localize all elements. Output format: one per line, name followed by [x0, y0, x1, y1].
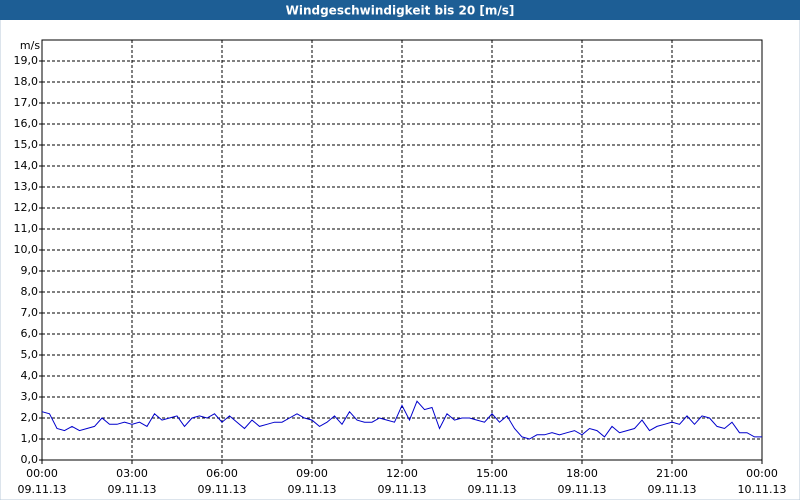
- data-line: [41, 400, 762, 440]
- x-tick-date: 09.11.13: [378, 483, 427, 496]
- y-tick-label: 11,0: [14, 222, 39, 235]
- title-bar: [0, 0, 800, 20]
- y-tick-label: 6,0: [21, 327, 39, 340]
- y-tick-label: 8,0: [21, 285, 39, 298]
- x-tick-label: 00:00: [26, 467, 58, 480]
- y-tick-label: 18,0: [14, 75, 39, 88]
- x-tick-label: 00:00: [746, 467, 778, 480]
- x-tick-label: 18:00: [566, 467, 598, 480]
- x-tick-label: 09:00: [296, 467, 328, 480]
- y-tick-label: 10,0: [14, 243, 39, 256]
- x-tick-date: 09.11.13: [108, 483, 157, 496]
- y-tick-label: 9,0: [21, 264, 39, 277]
- y-tick-label: 15,0: [14, 138, 39, 151]
- y-tick-label: 13,0: [14, 180, 39, 193]
- x-tick-date: 10.11.13: [738, 483, 787, 496]
- y-axis-unit: m/s: [20, 39, 40, 52]
- y-tick-label: 17,0: [14, 96, 39, 109]
- y-tick-label: 19,0: [14, 54, 39, 67]
- y-tick-label: 3,0: [21, 390, 39, 403]
- y-tick-label: 0,0: [21, 453, 39, 466]
- x-tick-date: 09.11.13: [648, 483, 697, 496]
- y-tick-label: 16,0: [14, 117, 39, 130]
- x-tick-label: 06:00: [206, 467, 238, 480]
- y-tick-label: 5,0: [21, 348, 39, 361]
- chart-title: Windgeschwindigkeit bis 20 [m/s]: [286, 4, 515, 18]
- y-tick-label: 4,0: [21, 369, 39, 382]
- y-tick-label: 7,0: [21, 306, 39, 319]
- x-tick-date: 09.11.13: [18, 483, 67, 496]
- y-tick-label: 12,0: [14, 201, 39, 214]
- x-tick-label: 15:00: [476, 467, 508, 480]
- x-tick-date: 09.11.13: [558, 483, 607, 496]
- x-tick-date: 09.11.13: [468, 483, 517, 496]
- y-tick-label: 2,0: [21, 411, 39, 424]
- x-tick-label: 03:00: [116, 467, 148, 480]
- y-tick-label: 14,0: [14, 159, 39, 172]
- x-tick-label: 12:00: [386, 467, 418, 480]
- y-tick-label: 1,0: [21, 432, 39, 445]
- x-tick-label: 21:00: [656, 467, 688, 480]
- x-tick-date: 09.11.13: [288, 483, 337, 496]
- x-tick-date: 09.11.13: [198, 483, 247, 496]
